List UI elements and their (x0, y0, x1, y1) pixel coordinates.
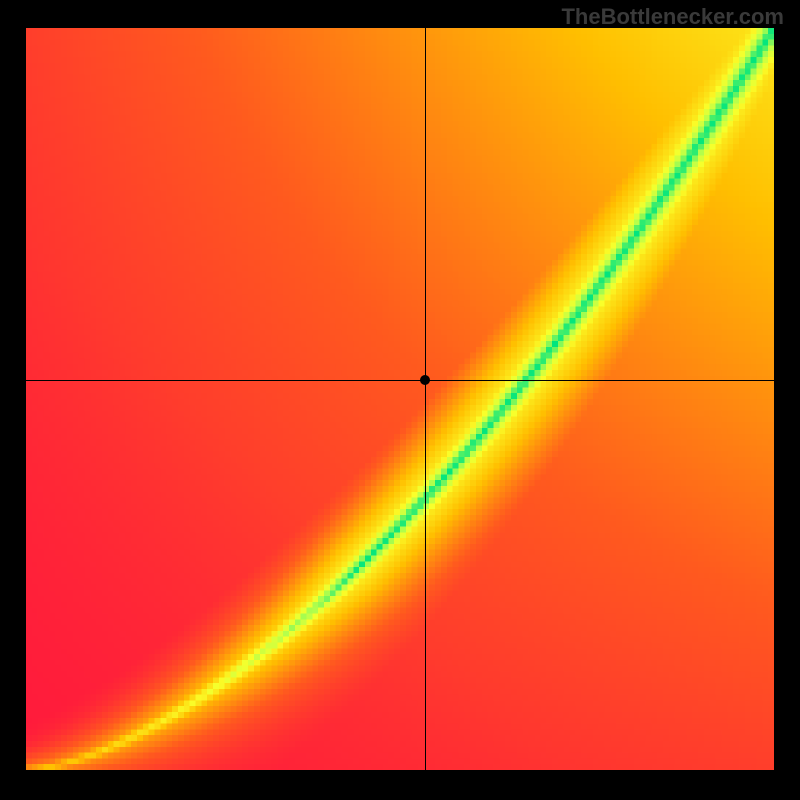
watermark-text: TheBottlenecker.com (561, 4, 784, 30)
heatmap-canvas (26, 28, 774, 770)
crosshair-marker (420, 375, 430, 385)
crosshair-vertical (425, 28, 426, 770)
heatmap-plot (26, 28, 774, 770)
crosshair-horizontal (26, 380, 774, 381)
